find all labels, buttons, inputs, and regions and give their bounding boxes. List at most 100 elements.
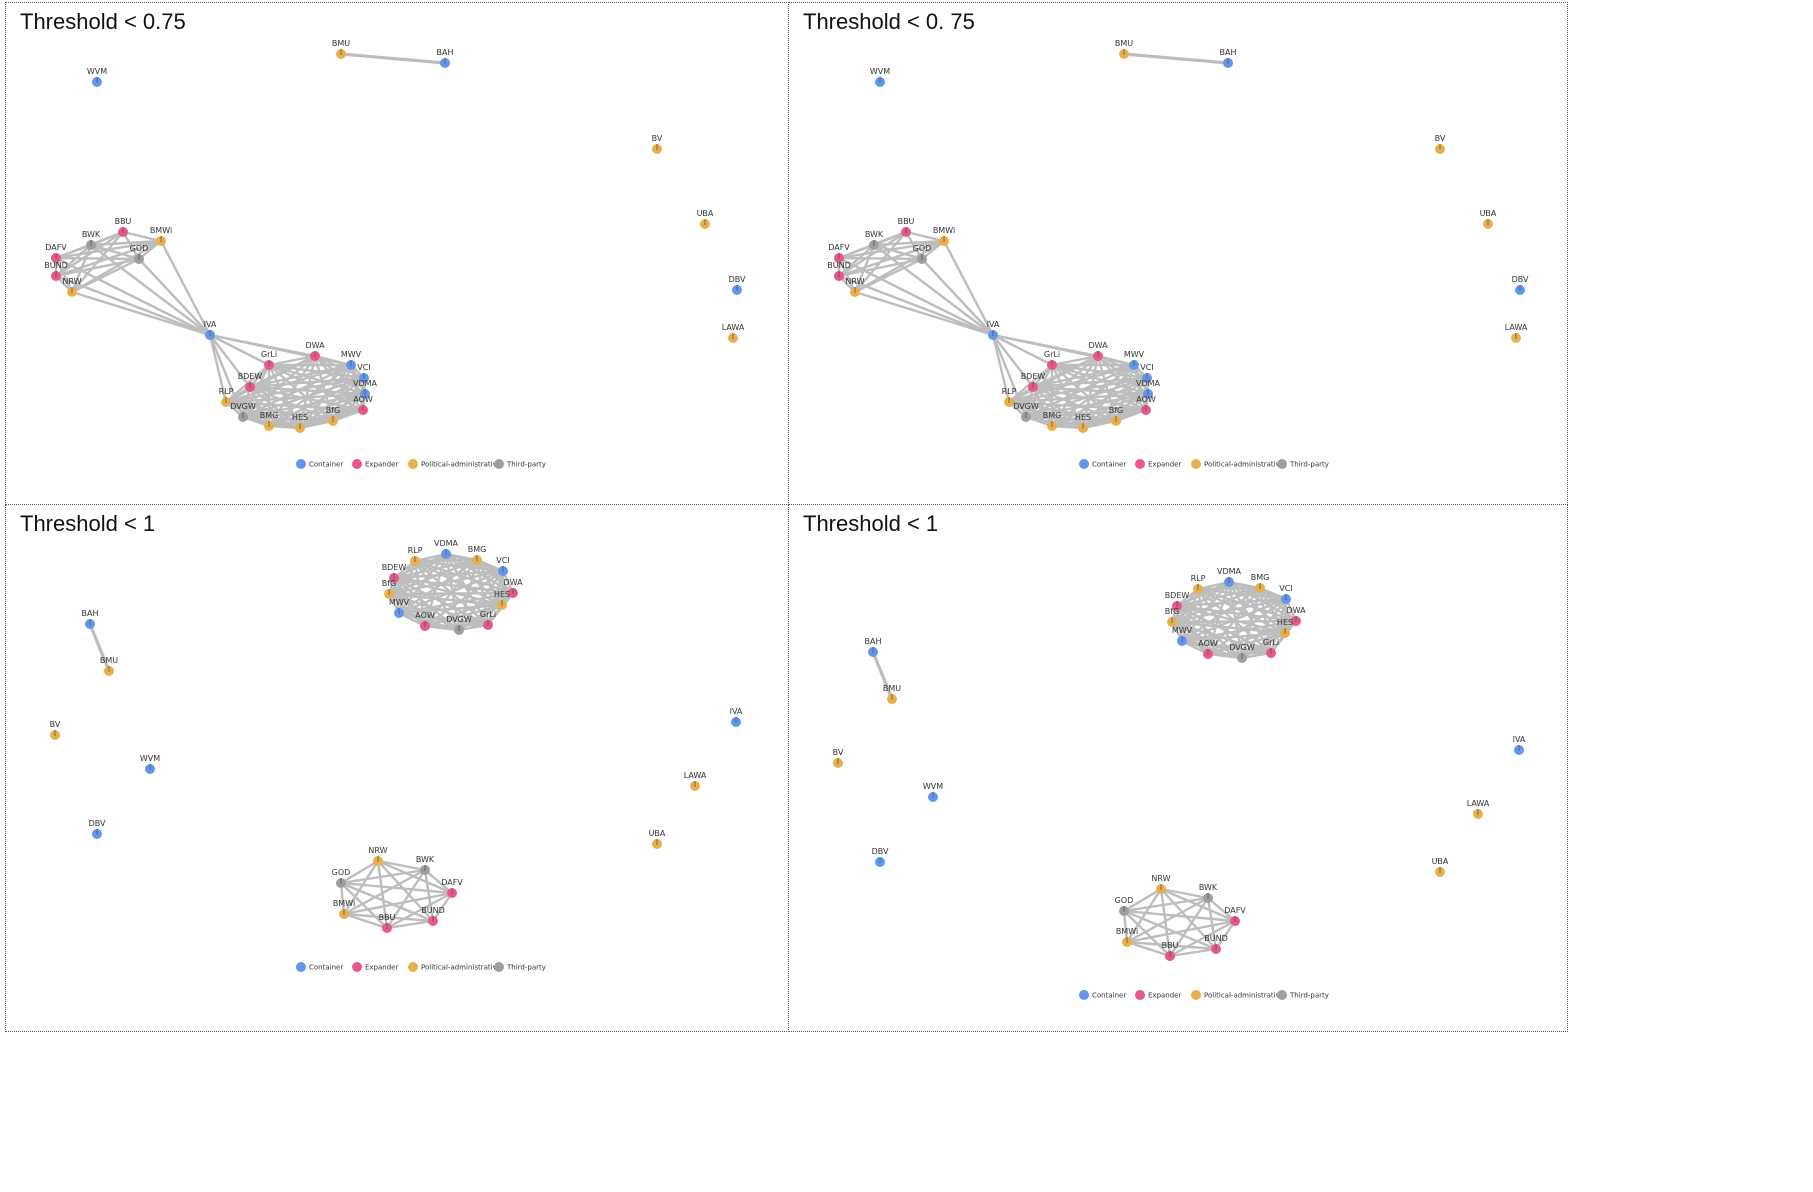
node-bdew: BDEW <box>238 372 263 392</box>
edge-BDEW-AOW <box>248 385 365 412</box>
edge-IVA-GrLi <box>991 333 1054 367</box>
node-label: HES <box>1075 413 1091 422</box>
node-bmu: BMU <box>1115 39 1133 59</box>
edge-GOD-DAFV <box>339 881 454 895</box>
edge-VCI-BDEW <box>1175 597 1288 608</box>
edge-VCI-BDEW <box>392 569 505 580</box>
legend-label: Third-party <box>506 964 546 972</box>
node-bah: BAH <box>437 48 453 68</box>
node-label: HES <box>1277 618 1293 627</box>
panel-top-left: Threshold < 0.75 WVM BMU BAH BV UBA DBV LAWA IV… <box>5 2 789 505</box>
node-label: DAFV <box>828 243 850 252</box>
node-label: DAFV <box>45 243 67 252</box>
edge-BUND-BBU <box>385 919 435 930</box>
edge-DAFV-BUND <box>1214 919 1237 951</box>
edge-NRW-DAFV <box>1159 887 1237 923</box>
node-hes: HES <box>494 590 510 610</box>
edge-BfG-AOW <box>1170 620 1210 656</box>
legend-item-political-administrative: Political-administrative <box>1191 990 1284 1000</box>
edge-GOD-BMWi <box>1122 909 1129 944</box>
node-bwk: BWK <box>82 230 101 250</box>
node-hes: HES <box>292 413 308 433</box>
legend-label: Political-administrative <box>421 964 501 972</box>
node-label: BWK <box>1199 883 1218 892</box>
edge-GOD-BUND <box>1122 909 1218 951</box>
node-bv: BV <box>652 134 663 154</box>
edge-GrLi-DWA <box>1050 354 1100 367</box>
edge-GOD-BUND <box>339 881 435 923</box>
node-label: DWA <box>1286 606 1306 615</box>
edge-BWK-BMWi <box>342 868 427 916</box>
edge-VDMA-BDEW <box>392 552 448 580</box>
node-label: MWV <box>341 350 362 359</box>
edge-GOD-DAFV <box>54 256 141 261</box>
node-label: DVGW <box>1013 402 1039 411</box>
edge-GOD-BBU <box>1122 909 1172 958</box>
node-label: RLP <box>1002 387 1017 396</box>
edge-BDEW-BfG <box>1031 385 1118 423</box>
legend-swatch <box>494 459 504 469</box>
node-label: BDEW <box>238 372 263 381</box>
edge-IVA-GrLi <box>208 333 271 367</box>
edge-BMU-BAH <box>339 52 447 65</box>
node-dvgw: DVGW <box>446 615 472 635</box>
node-label: BWK <box>865 230 884 239</box>
edge-BMWi-BBU <box>342 912 389 930</box>
node-label: GrLi <box>1044 350 1060 359</box>
node-label: WVM <box>923 782 943 791</box>
nodes: WVM BMU BAH BV UBA DBV LAWA IVA BBU BMWi BWK GOD DAF… <box>833 567 1526 961</box>
node-label: BUND <box>827 261 851 270</box>
panel-top-right: Threshold < 0. 75 WVM BMU BAH BV UBA DBV LAWA I… <box>788 2 1568 505</box>
edge-DWA-BfG <box>313 354 335 423</box>
node-label: BfG <box>1109 406 1124 415</box>
legend-item-third-party: Third-party <box>1277 990 1329 1000</box>
node-label: BDEW <box>1021 372 1046 381</box>
legend: Container Expander Political-administrativ… <box>1079 990 1329 1000</box>
edge-BfG-AOW <box>387 592 427 628</box>
node-label: BMWi <box>333 899 355 908</box>
edge-BWK-DAFV <box>1206 896 1237 923</box>
legend: Container Expander Political-administrativ… <box>296 459 546 469</box>
node-label: DBV <box>89 819 106 828</box>
node-bmwi: BMWi <box>333 899 355 919</box>
edge-BfG-HES <box>387 592 504 607</box>
nodes: WVM BMU BAH BV UBA DBV LAWA IVA BBU BMWi BWK GOD DAF… <box>50 539 743 933</box>
node-label: BBU <box>379 913 396 922</box>
edge-BMU-BAH <box>1122 52 1230 65</box>
edge-VDMA-RLP <box>1007 392 1150 404</box>
node-label: GOD <box>1115 896 1134 905</box>
edge-BWK-GOD <box>339 868 427 885</box>
legend-label: Container <box>1092 992 1126 1000</box>
node-dwa: DWA <box>1286 606 1306 626</box>
network-graph: WVM BMU BAH BV UBA DBV LAWA IVA BBU BMWi BWK GOD DAF… <box>50 539 743 972</box>
node-iva: IVA <box>730 707 743 727</box>
node-bv: BV <box>1435 134 1446 154</box>
edge-DWA-RLP <box>224 354 317 404</box>
node-dwa: DWA <box>305 341 325 361</box>
edge-DAFV-BMWi <box>342 891 454 916</box>
panel-bottom-left: Threshold < 1 WVM BMU BAH BV UBA DBV LAWA IVA BB… <box>5 504 789 1032</box>
edge-BDEW-DVGW <box>392 576 461 632</box>
node-rlp: RLP <box>408 546 423 566</box>
legend-swatch <box>1079 990 1089 1000</box>
node-vci: VCI <box>1279 584 1293 604</box>
node-iva: IVA <box>987 320 1000 340</box>
node-label: BWK <box>416 855 435 864</box>
panel-title: Threshold < 1 <box>803 511 939 536</box>
edge-AOW-BMG <box>267 408 365 428</box>
legend-item-expander: Expander <box>1135 990 1181 1000</box>
node-label: BMWi <box>150 226 172 235</box>
edge-RLP-AOW <box>224 400 365 412</box>
node-label: DWA <box>1088 341 1108 350</box>
edge-NRW-BUND <box>376 859 435 923</box>
edge-IVA-GOD <box>920 257 995 337</box>
legend-swatch <box>296 459 306 469</box>
node-label: BMU <box>100 656 118 665</box>
node-label: VCI <box>496 556 509 565</box>
edge-NRW-GOD <box>1122 887 1163 913</box>
edge-HES-AOW <box>423 603 504 628</box>
node-dwa: DWA <box>1088 341 1108 361</box>
edge-BUND-BBU <box>1168 947 1218 958</box>
node-mwv: MWV <box>389 598 410 618</box>
node-lawa: LAWA <box>722 323 745 343</box>
